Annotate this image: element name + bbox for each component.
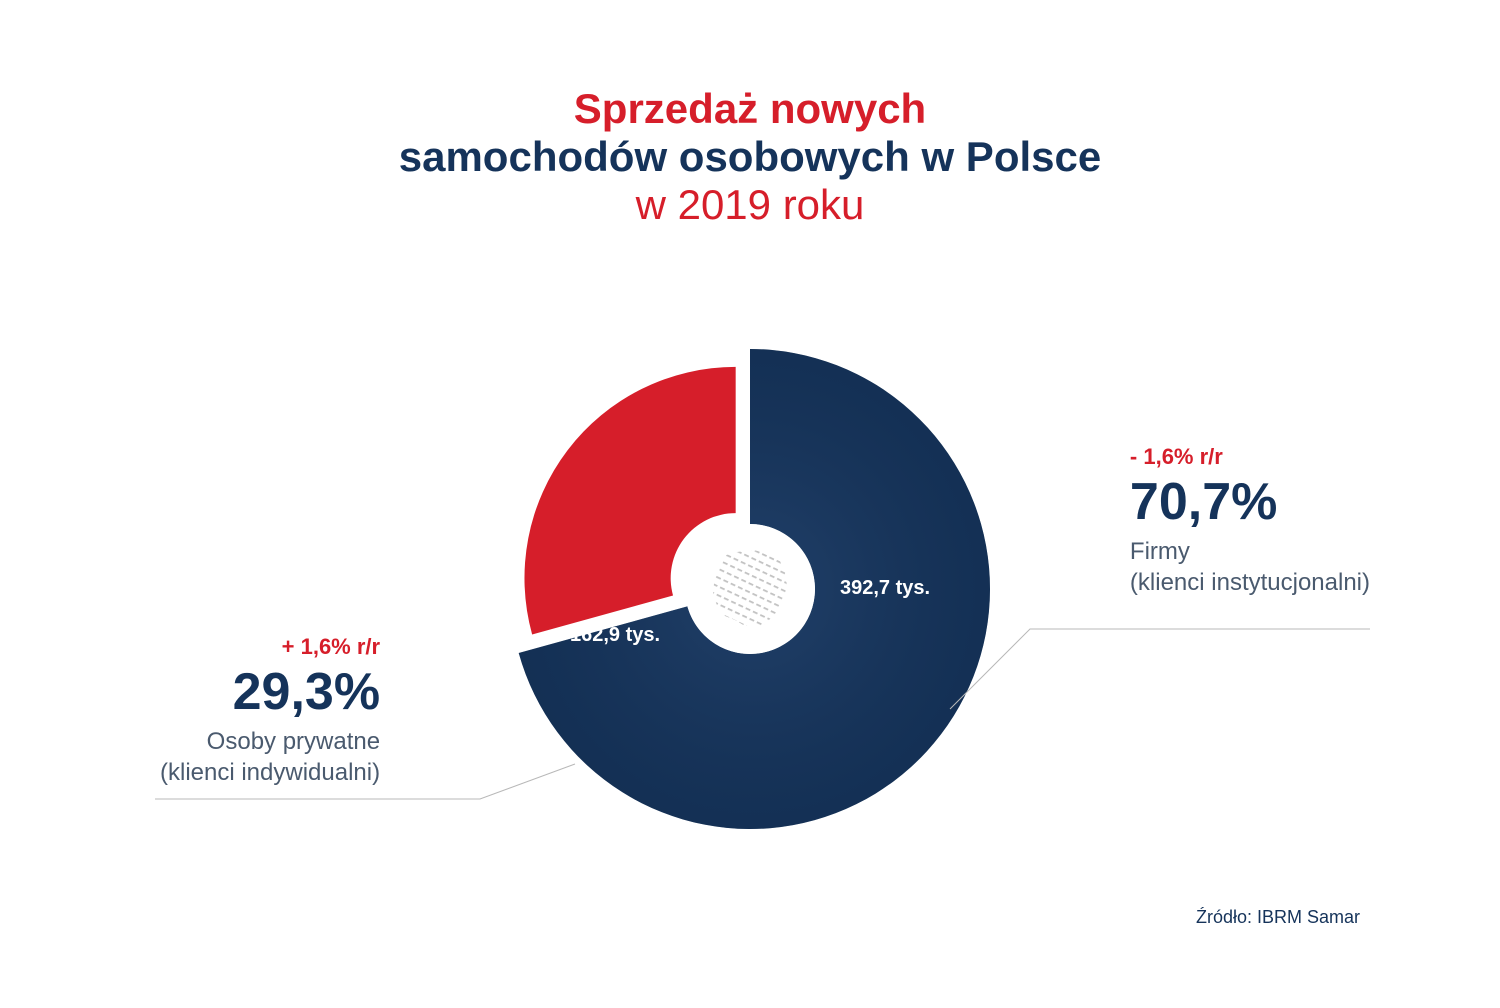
source-text: Źródło: IBRM Samar — [1196, 907, 1360, 928]
title-line-1: Sprzedaż nowych — [0, 85, 1500, 133]
change-firmy: - 1,6% r/r — [1130, 444, 1370, 470]
title-line-3: w 2019 roku — [0, 181, 1500, 229]
chart-area: 392,7 tys. 162,9 tys. - 1,6% r/r 70,7% F… — [0, 289, 1500, 889]
percent-firmy: 70,7% — [1130, 476, 1370, 528]
callout-osoby: + 1,6% r/r 29,3% Osoby prywatne (klienci… — [160, 634, 380, 788]
percent-osoby: 29,3% — [160, 666, 380, 718]
title-line-2: samochodów osobowych w Polsce — [0, 133, 1500, 181]
callout-firmy: - 1,6% r/r 70,7% Firmy (klienci instytuc… — [1130, 444, 1370, 598]
label-osoby-2: (klienci indywidualni) — [160, 757, 380, 788]
label-firmy-2: (klienci instytucjonalni) — [1130, 567, 1370, 598]
change-osoby: + 1,6% r/r — [160, 634, 380, 660]
chart-container: Sprzedaż nowych samochodów osobowych w P… — [0, 0, 1500, 1008]
title-block: Sprzedaż nowych samochodów osobowych w P… — [0, 85, 1500, 229]
label-osoby-1: Osoby prywatne — [160, 726, 380, 757]
label-firmy-1: Firmy — [1130, 536, 1370, 567]
